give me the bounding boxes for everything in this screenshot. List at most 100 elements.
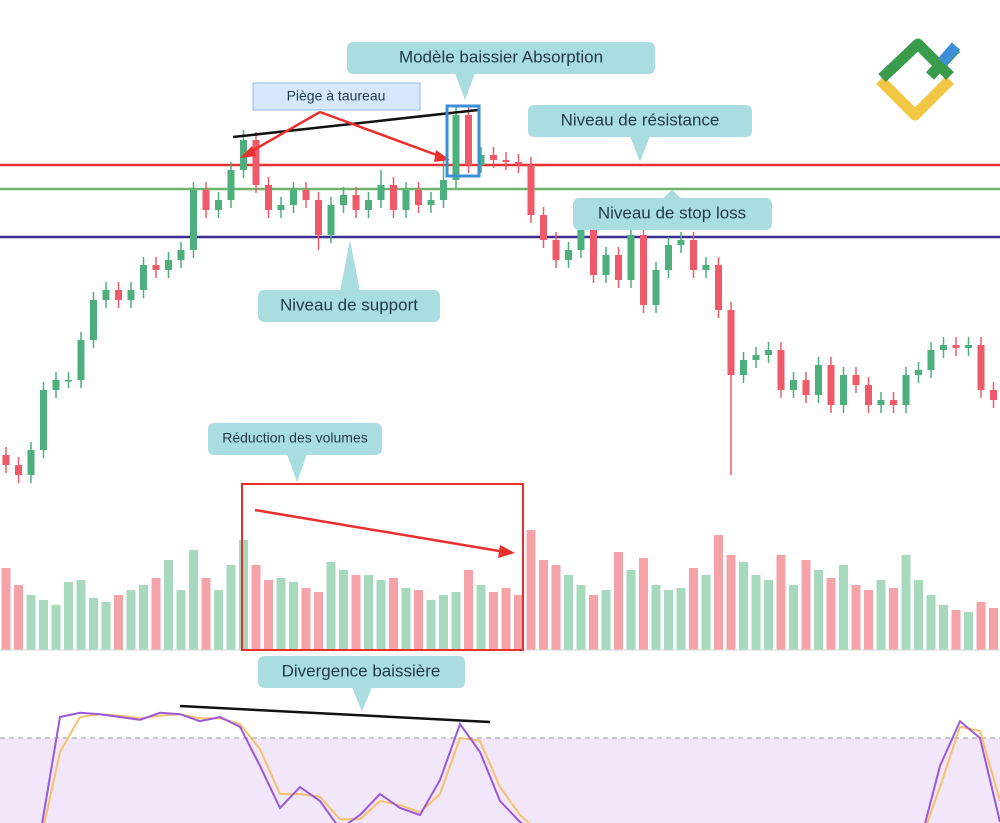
candle-body <box>765 350 772 355</box>
candle-body <box>440 180 447 200</box>
candle-body <box>652 270 660 305</box>
volume-bar <box>464 570 473 650</box>
callout-text: Piège à taureau <box>287 88 386 104</box>
callout-text: Divergence baissière <box>282 661 441 680</box>
volume-bar <box>676 588 686 650</box>
candle-body <box>115 290 122 300</box>
callout <box>208 423 382 455</box>
arrow <box>244 110 321 157</box>
candle-body <box>702 265 710 270</box>
volume-bar <box>276 578 286 650</box>
callout-pointer <box>455 73 475 100</box>
volume-bar <box>376 580 386 650</box>
volume-bar <box>201 578 211 650</box>
candle-body <box>152 265 160 270</box>
candle-body <box>790 380 797 390</box>
volume-bar <box>601 590 611 650</box>
candle-body <box>52 380 60 390</box>
volume-bar <box>326 562 336 650</box>
volume-bar <box>214 590 223 650</box>
volume-bar <box>364 575 373 650</box>
volume-bar <box>926 595 936 650</box>
candle-body <box>977 345 985 390</box>
candle-body <box>777 350 785 390</box>
volume-bar <box>564 575 573 650</box>
candle-body <box>215 200 222 210</box>
volume-bar <box>489 592 498 650</box>
volume-bar <box>739 562 748 650</box>
volume-bar <box>51 605 61 650</box>
candle-body <box>127 290 135 300</box>
volume-bar <box>526 530 536 650</box>
candle-body <box>927 350 935 370</box>
candle-body <box>865 385 872 405</box>
candle-body <box>402 190 410 210</box>
overlay: Modèle baissier Absorption Piège à taure… <box>179 38 961 724</box>
volume-bar <box>839 565 848 650</box>
callout-pointer <box>340 240 360 291</box>
arrow-head <box>240 146 256 158</box>
volume-bar <box>614 552 623 650</box>
candle-body <box>40 390 47 450</box>
candle-body <box>877 400 885 405</box>
candle-body <box>177 250 185 260</box>
volume-bar <box>64 582 73 650</box>
candle-body <box>565 250 572 260</box>
candle-body <box>640 235 647 305</box>
candle-body <box>77 340 85 380</box>
volume-box <box>241 483 524 651</box>
volume-bar <box>1 568 11 650</box>
candle-body <box>590 230 597 275</box>
callout <box>528 105 752 137</box>
candle-body <box>952 345 960 348</box>
volume-bar <box>776 555 786 650</box>
arrow <box>319 110 443 159</box>
candle-body <box>427 200 435 205</box>
volume-bar <box>14 585 23 650</box>
trend-line <box>179 704 491 724</box>
candle-body <box>752 355 760 360</box>
volume-bar <box>964 612 973 650</box>
callout-text: Réduction des volumes <box>222 430 368 446</box>
candle-body <box>165 260 172 270</box>
volume-bar <box>89 598 98 650</box>
volume-bar <box>864 590 873 650</box>
candle-body <box>527 165 535 215</box>
volume-bar <box>714 535 723 650</box>
candle-body <box>677 240 685 245</box>
candle-body <box>715 265 722 310</box>
volume-bar <box>751 575 761 650</box>
candle-body <box>227 170 235 200</box>
candle-body <box>2 455 10 465</box>
candle-body <box>615 255 622 280</box>
oscillator-line <box>41 711 1000 823</box>
volume-bar <box>851 585 861 650</box>
volume-bar <box>789 585 798 650</box>
candle-body <box>327 205 335 235</box>
volume-bar <box>939 605 948 650</box>
logo <box>876 38 961 121</box>
candle-body <box>465 115 472 165</box>
volume-bar <box>701 575 711 650</box>
candle-body <box>265 185 272 210</box>
callout <box>573 198 772 230</box>
candle-body <box>602 255 610 275</box>
volume-bar <box>264 580 273 650</box>
callout <box>258 290 440 322</box>
volume-bar <box>951 610 961 650</box>
volume-bar <box>114 595 123 650</box>
volume-bar <box>401 588 411 650</box>
candle-body <box>852 375 860 385</box>
volume-bar <box>101 602 111 650</box>
candle-body <box>27 450 35 475</box>
candle-body <box>102 290 110 300</box>
volume-bar <box>651 585 661 650</box>
volume-bar <box>76 580 86 650</box>
pattern-box <box>445 104 481 178</box>
candle-body <box>65 380 72 382</box>
volume-bar <box>539 560 548 650</box>
arrow-head <box>498 545 515 558</box>
volume-bar <box>314 592 323 650</box>
callout-pointer <box>630 136 650 162</box>
